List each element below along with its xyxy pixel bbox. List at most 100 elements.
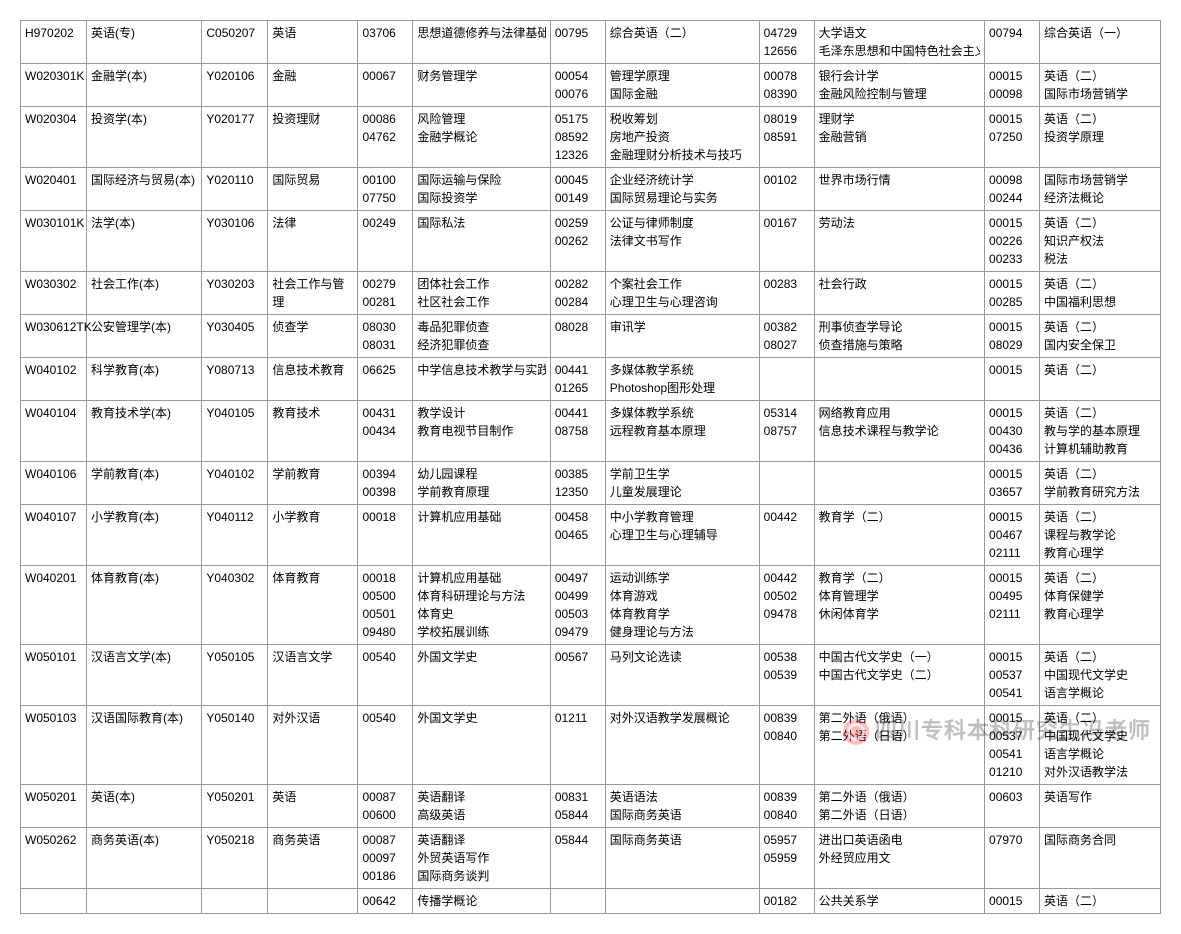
cell-line: 00840	[764, 806, 810, 824]
cell-line: 教育心理学	[1044, 605, 1156, 623]
course-name-d: 英语（二）中国福利思想	[1039, 272, 1160, 315]
course-name-d: 英语（二）课程与教学论教育心理学	[1039, 505, 1160, 566]
cell-line: 08019	[764, 110, 810, 128]
course-code-c: 00283	[759, 272, 814, 315]
course-code-b: 0038512350	[550, 462, 605, 505]
course-name-b: 公证与律师制度法律文书写作	[605, 211, 759, 272]
course-code-d: 000150053700541	[985, 645, 1040, 706]
cell-line: 教育学（二）	[819, 569, 980, 587]
course-code-a: 0008604762	[358, 107, 413, 168]
cell-line: 00086	[362, 110, 408, 128]
cell-line: 00098	[989, 171, 1035, 189]
cell-line: 00431	[362, 404, 408, 422]
cell-line: 中国福利思想	[1044, 293, 1156, 311]
cell-line: 中国古代文学史（一）	[819, 648, 980, 666]
cell-line: 05314	[764, 404, 810, 422]
cell-line: 中国现代文学史	[1044, 666, 1156, 684]
cell-line: 金融风险控制与管理	[819, 85, 980, 103]
cell-line: 进出口英语函电	[819, 831, 980, 849]
cell-line: 国际商务谈判	[417, 867, 545, 885]
course-name-c: 第二外语（俄语）第二外语（日语）	[814, 785, 984, 828]
course-name-a: 团体社会工作社区社会工作	[413, 272, 550, 315]
cell-line: 00501	[362, 605, 408, 623]
major-name-new: 汉语言文学(本)	[86, 645, 201, 706]
course-code-b: 0025900262	[550, 211, 605, 272]
cell-line: 00540	[362, 648, 408, 666]
course-code-d: 0001507250	[985, 107, 1040, 168]
cell-line: 体育科研理论与方法	[417, 587, 545, 605]
major-name-old: 对外汉语	[268, 706, 358, 785]
course-code-a: 0039400398	[358, 462, 413, 505]
cell-line: 儿童发展理论	[610, 483, 755, 501]
course-name-c: 第二外语（俄语）第二外语（日语）	[814, 706, 984, 785]
course-code-b: 051750859212326	[550, 107, 605, 168]
course-code-d: 00794	[985, 21, 1040, 64]
cell-line: 00015	[989, 508, 1035, 526]
major-name-old: 商务英语	[268, 828, 358, 889]
cell-line: 外贸英语写作	[417, 849, 545, 867]
course-code-c	[759, 358, 814, 401]
major-code-old: Y020106	[202, 64, 268, 107]
cell-line: 00831	[555, 788, 601, 806]
major-name-old: 体育教育	[268, 566, 358, 645]
course-code-a: 06625	[358, 358, 413, 401]
course-name-d: 英语（二）中国现代文学史语言学概论对外汉语教学法	[1039, 706, 1160, 785]
cell-line: 00102	[764, 171, 810, 189]
cell-line: 03657	[989, 483, 1035, 501]
cell-line: 00436	[989, 440, 1035, 458]
course-name-b: 管理学原理国际金融	[605, 64, 759, 107]
course-code-b: 0004500149	[550, 168, 605, 211]
major-code-old: Y080713	[202, 358, 268, 401]
cell-line: 00442	[764, 508, 810, 526]
course-name-d: 英语（二）中国现代文学史语言学概论	[1039, 645, 1160, 706]
cell-line: 国际贸易理论与实务	[610, 189, 755, 207]
cell-line: 06625	[362, 361, 408, 379]
course-name-c	[814, 358, 984, 401]
course-code-c: 0038208027	[759, 315, 814, 358]
cell-line: 00541	[989, 684, 1035, 702]
course-name-d: 英语（二）教与学的基本原理计算机辅助教育	[1039, 401, 1160, 462]
cell-line: 00282	[555, 275, 601, 293]
cell-line: 学校拓展训练	[417, 623, 545, 641]
cell-line: 管理学原理	[610, 67, 755, 85]
cell-line: 知识产权法	[1044, 232, 1156, 250]
cell-line: 理财学	[819, 110, 980, 128]
cell-line: 幼儿园课程	[417, 465, 545, 483]
course-code-c: 00442	[759, 505, 814, 566]
cell-line: 00015	[989, 465, 1035, 483]
table-row: W030612TK公安管理学(本)Y030405侦查学0803008031毒品犯…	[21, 315, 1161, 358]
course-code-d: 0001500285	[985, 272, 1040, 315]
cell-line: 00538	[764, 648, 810, 666]
cell-line: 对外汉语教学发展概论	[610, 709, 755, 727]
course-name-a: 传播学概论	[413, 889, 550, 914]
major-code-new: W050103	[21, 706, 87, 785]
cell-line: 第二外语（日语）	[819, 727, 980, 745]
cell-line: 企业经济统计学	[610, 171, 755, 189]
cell-line: 00285	[989, 293, 1035, 311]
cell-line: 00382	[764, 318, 810, 336]
cell-line: 思想道德修养与法律基础	[417, 24, 545, 42]
cell-line: 00795	[555, 24, 601, 42]
cell-line: 00076	[555, 85, 601, 103]
course-name-b	[605, 889, 759, 914]
cell-line: 04729	[764, 24, 810, 42]
cell-line: 国际市场营销学	[1044, 85, 1156, 103]
major-code-old: Y030405	[202, 315, 268, 358]
major-name-new: 学前教育(本)	[86, 462, 201, 505]
course-code-a: 0027900281	[358, 272, 413, 315]
course-name-d: 英语（二）学前教育研究方法	[1039, 462, 1160, 505]
course-code-d: 0009800244	[985, 168, 1040, 211]
cell-line: 00149	[555, 189, 601, 207]
cell-line: 08031	[362, 336, 408, 354]
cell-line: 00537	[989, 666, 1035, 684]
table-row: W020304投资学(本)Y020177投资理财0008604762风险管理金融…	[21, 107, 1161, 168]
cell-line: 法律文书写作	[610, 232, 755, 250]
cell-line: 体育管理学	[819, 587, 980, 605]
major-name-new: 小学教育(本)	[86, 505, 201, 566]
cell-line: 劳动法	[819, 214, 980, 232]
cell-line: 00497	[555, 569, 601, 587]
major-name-old: 社会工作与管理	[268, 272, 358, 315]
major-code-old: Y040112	[202, 505, 268, 566]
course-name-c: 劳动法	[814, 211, 984, 272]
cell-line: 休闲体育学	[819, 605, 980, 623]
